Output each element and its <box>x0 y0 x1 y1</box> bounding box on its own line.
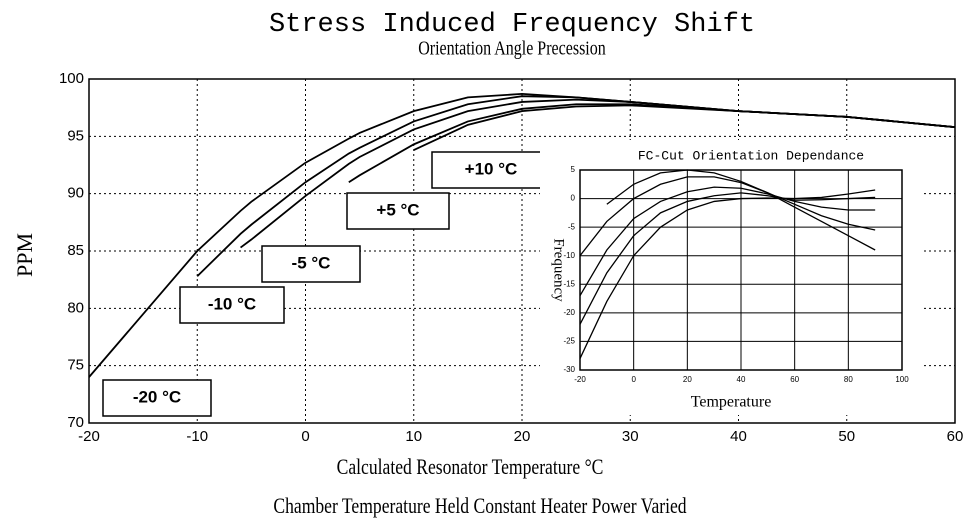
x-tick-label: 40 <box>730 428 747 445</box>
x-tick-label: 10 <box>405 428 422 445</box>
x-tick-label: 60 <box>790 375 799 384</box>
series-label: +10 °C <box>465 159 518 178</box>
x-tick-label: 20 <box>514 428 531 445</box>
series-label-box <box>179 286 285 324</box>
y-tick-label: 95 <box>67 127 84 144</box>
series-label: -5 °C <box>292 253 331 272</box>
y-tick-label: -25 <box>563 337 575 346</box>
plot-frame <box>579 169 903 371</box>
series-label: -10 °C <box>208 294 256 313</box>
y-tick-label: -5 <box>568 222 576 231</box>
series-label-box <box>431 151 551 189</box>
x-axis-label: Calculated Resonator Temperature °C <box>337 455 604 479</box>
series-line <box>579 176 876 257</box>
series-line <box>413 104 956 151</box>
y-tick-label: 70 <box>67 414 84 431</box>
inset-x-label: Temperature <box>691 394 772 411</box>
series-label-box <box>102 379 212 417</box>
x-tick-label: -10 <box>186 428 208 445</box>
x-tick-label: -20 <box>574 375 586 384</box>
y-tick-label: 85 <box>67 242 84 259</box>
inset-title: FC-Cut Orientation Dependance <box>638 148 864 163</box>
series-line <box>579 189 876 359</box>
series-label: -20 °C <box>133 387 181 406</box>
series-line <box>606 169 876 251</box>
y-axis-label: PPM <box>12 233 37 277</box>
y-tick-label: -15 <box>563 279 575 288</box>
caption: Chamber Temperature Held Constant Heater… <box>273 494 686 518</box>
y-tick-label: 5 <box>571 165 576 174</box>
series-label: +5 °C <box>376 200 419 219</box>
y-tick-label: 80 <box>67 299 84 316</box>
y-tick-label: -10 <box>563 251 575 260</box>
x-tick-label: -20 <box>78 428 100 445</box>
series-label-box <box>261 245 361 283</box>
y-tick-label: -30 <box>563 365 575 374</box>
x-tick-label: 60 <box>947 428 963 445</box>
x-tick-label: 0 <box>301 428 309 445</box>
x-tick-label: 40 <box>737 375 746 384</box>
inset-y-label: Frequency <box>551 238 567 302</box>
y-tick-label: 100 <box>59 70 84 87</box>
inset-background <box>540 140 922 415</box>
y-tick-label: 0 <box>571 194 576 203</box>
y-tick-label: 75 <box>67 357 84 374</box>
x-tick-label: 20 <box>683 375 692 384</box>
plot-frame <box>88 78 956 424</box>
series-line <box>579 186 876 297</box>
y-tick-label: 90 <box>67 185 84 202</box>
x-tick-label: 0 <box>631 375 636 384</box>
series-line <box>579 192 876 325</box>
x-tick-label: 100 <box>895 375 909 384</box>
y-tick-label: -20 <box>563 308 575 317</box>
chart-subtitle: Orientation Angle Precession <box>418 37 606 59</box>
x-tick-label: 50 <box>838 428 855 445</box>
x-tick-label: 30 <box>622 428 639 445</box>
series-label-box <box>346 192 450 230</box>
chart-title: Stress Induced Frequency Shift <box>269 10 755 40</box>
x-tick-label: 80 <box>844 375 853 384</box>
